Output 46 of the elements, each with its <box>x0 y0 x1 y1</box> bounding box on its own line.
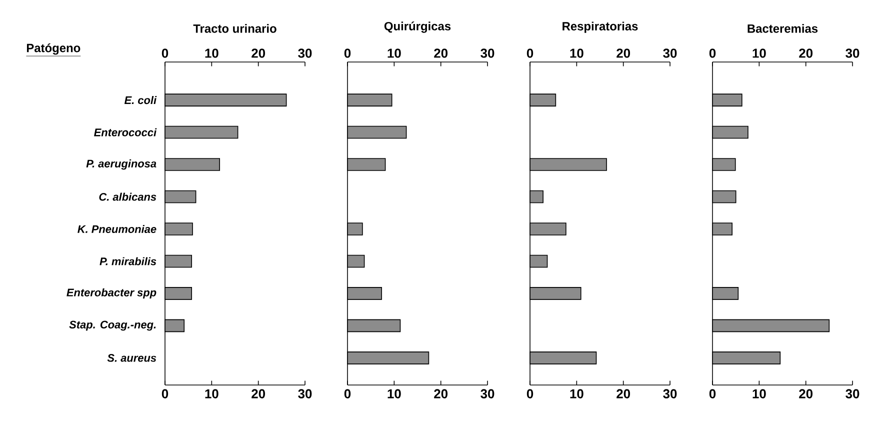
x-tick-label: 30 <box>298 389 312 398</box>
x-tick-label: 20 <box>799 389 813 398</box>
y-tick-label: Enterococci <box>94 128 157 136</box>
x-tick-label: 0 <box>344 389 351 398</box>
text: Patógeno <box>26 43 80 55</box>
x2-tick-label: 10 <box>752 48 766 58</box>
chart-title: Respiratorias <box>562 22 638 33</box>
x2-tick-label: 0 <box>344 48 351 58</box>
chart-title: Tracto urinario <box>193 24 276 33</box>
x2-tick-label: 30 <box>663 48 677 58</box>
x-tick-label: 10 <box>752 389 766 398</box>
x2-tick-label: 0 <box>709 48 716 58</box>
y-tick-label: Enterobacter spp <box>66 288 156 299</box>
y-tick-label: E. coli <box>124 96 157 104</box>
x2-tick-label: 30 <box>298 48 312 58</box>
x-tick-label: 30 <box>846 389 860 398</box>
y-tick-label: P. aeruginosa <box>86 159 156 170</box>
x2-tick-label: 0 <box>526 48 534 58</box>
x-tick-label: 20 <box>616 389 630 398</box>
y-tick-label: K. Pneumoniae <box>78 224 156 234</box>
x2-tick-label: 30 <box>480 48 494 58</box>
chart-title: Bacteremias <box>748 24 818 33</box>
x2-tick-label: 10 <box>205 48 218 58</box>
x-tick-label: 10 <box>205 389 218 398</box>
x2-tick-label: 10 <box>570 48 584 58</box>
x-tick-label: 0 <box>709 389 716 398</box>
x2-tick-label: 20 <box>616 48 630 58</box>
x-tick-label: 20 <box>252 389 266 398</box>
x-tick-label: 0 <box>526 389 534 398</box>
x2-tick-label: 20 <box>434 48 448 58</box>
y-tick-label: P. mirabilis <box>100 257 156 266</box>
y-tick-label: C. albicans <box>99 192 156 201</box>
x2-tick-label: 30 <box>846 48 860 58</box>
x-tick-label: 30 <box>480 389 494 398</box>
x-tick-label: 10 <box>570 389 584 398</box>
x-tick-label: 10 <box>388 389 401 398</box>
x-tick-label: 20 <box>434 389 448 398</box>
y-tick-label: S. aureus <box>107 354 156 362</box>
chart-title: Quirúrgicas <box>384 22 451 33</box>
x-tick-label: 0 <box>162 389 168 398</box>
x2-tick-label: 10 <box>388 48 401 58</box>
x2-tick-label: 0 <box>162 48 168 58</box>
x-tick-label: 30 <box>663 389 677 398</box>
x2-tick-label: 20 <box>252 48 266 58</box>
x2-tick-label: 20 <box>799 48 813 58</box>
y-tick-label: Stap. Coag.-neg. <box>69 320 156 331</box>
